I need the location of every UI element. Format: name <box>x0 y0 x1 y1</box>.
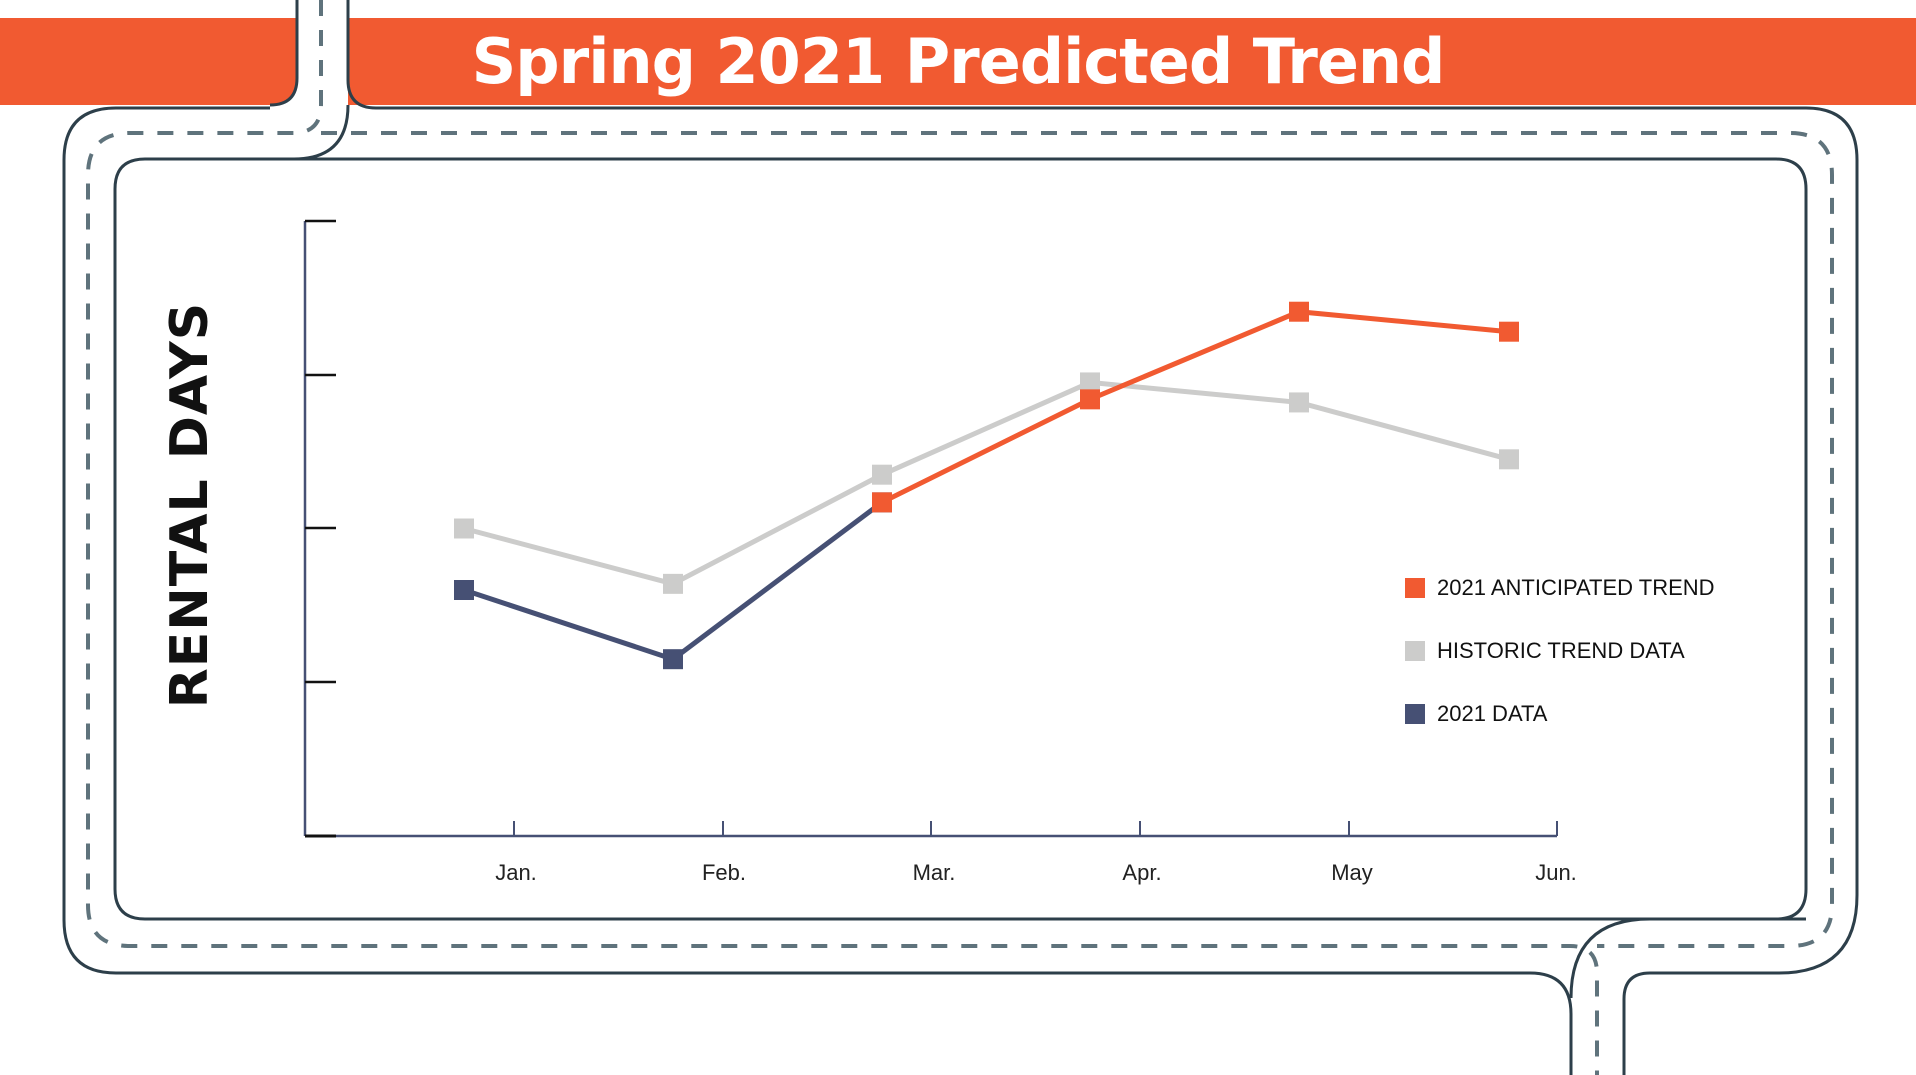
data-point-marker <box>872 464 892 485</box>
legend-label: 2021 DATA <box>1437 701 1548 726</box>
y-ticks <box>305 219 336 684</box>
data-point-marker <box>663 649 683 670</box>
data-point-marker <box>872 492 892 513</box>
y-axis-label: RENTAL DAYS <box>160 301 220 709</box>
series-line <box>880 309 1510 505</box>
legend-label: 2021 ANTICIPATED TREND <box>1437 575 1715 600</box>
legend-item-anticipated: 2021 ANTICIPATED TREND <box>1405 575 1715 601</box>
data-point-marker <box>454 518 474 539</box>
legend-item-historic: HISTORIC TREND DATA <box>1405 638 1685 664</box>
chart-series <box>454 301 1519 670</box>
road-edge-outer-right <box>376 106 1859 1075</box>
x-ticks <box>513 821 1558 836</box>
data-point-marker <box>1289 301 1309 322</box>
data-point-marker <box>663 573 683 594</box>
data-point-marker <box>1499 449 1519 470</box>
data-point-marker <box>1080 389 1100 410</box>
x-tick-jun: Jun. <box>1535 860 1577 885</box>
legend-swatch-2021-data-icon <box>1405 704 1425 724</box>
x-tick-feb: Feb. <box>701 860 747 885</box>
data-point-marker <box>1080 372 1100 393</box>
x-tick-mar: Mar. <box>912 860 956 885</box>
series-line <box>463 379 1510 587</box>
legend-item-2021-data: 2021 DATA <box>1405 701 1547 727</box>
x-tick-jan: Jan. <box>495 860 537 885</box>
x-tick-apr: Apr. <box>1122 860 1162 885</box>
x-tick-may: May <box>1331 860 1373 885</box>
title-banner <box>348 18 1916 105</box>
page-title: Spring 2021 Predicted Trend <box>471 25 1446 98</box>
legend-label: HISTORIC TREND DATA <box>1437 638 1685 663</box>
road-dash-right <box>321 131 1834 948</box>
legend-swatch-historic-icon <box>1405 641 1425 661</box>
title-banner-left <box>0 18 296 105</box>
data-point-marker <box>1499 321 1519 342</box>
legend-swatch-anticipated-icon <box>1405 578 1425 598</box>
road-edge-outer-left <box>62 0 1573 1075</box>
data-point-marker <box>454 580 474 600</box>
data-point-marker <box>1289 392 1309 413</box>
road-edge-inner <box>294 157 1808 999</box>
